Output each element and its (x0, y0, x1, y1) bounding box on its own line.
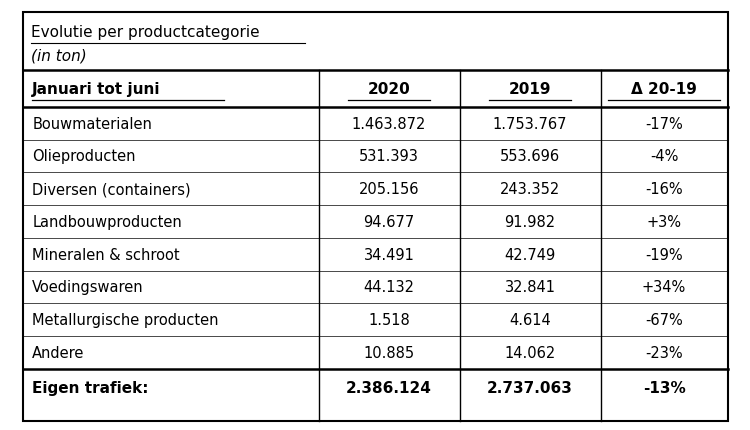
Text: Bouwmaterialen: Bouwmaterialen (32, 117, 152, 131)
Text: 2.386.124: 2.386.124 (346, 380, 432, 395)
Text: +3%: +3% (646, 215, 682, 229)
Text: 44.132: 44.132 (364, 280, 415, 295)
Text: Eigen trafiek:: Eigen trafiek: (32, 380, 148, 395)
Text: 14.062: 14.062 (505, 345, 556, 360)
Text: Evolutie per productcategorie: Evolutie per productcategorie (32, 25, 260, 40)
Text: 243.352: 243.352 (500, 182, 560, 197)
Text: 91.982: 91.982 (505, 215, 556, 229)
Text: -67%: -67% (645, 313, 683, 327)
Text: Andere: Andere (32, 345, 85, 360)
Text: 1.463.872: 1.463.872 (352, 117, 426, 131)
Text: 2.737.063: 2.737.063 (488, 380, 573, 395)
Text: -23%: -23% (645, 345, 682, 360)
Text: -16%: -16% (645, 182, 682, 197)
Text: 553.696: 553.696 (500, 149, 560, 164)
Text: Januari tot juni: Januari tot juni (32, 82, 160, 97)
Text: +34%: +34% (642, 280, 686, 295)
Text: Diversen (containers): Diversen (containers) (32, 182, 191, 197)
Text: 34.491: 34.491 (364, 247, 415, 262)
Text: 94.677: 94.677 (364, 215, 415, 229)
Text: 32.841: 32.841 (505, 280, 556, 295)
Text: 531.393: 531.393 (359, 149, 419, 164)
Text: 1.753.767: 1.753.767 (493, 117, 567, 131)
Text: -13%: -13% (643, 380, 686, 395)
Text: Metallurgische producten: Metallurgische producten (32, 313, 219, 327)
Text: -17%: -17% (645, 117, 683, 131)
Text: Landbouwproducten: Landbouwproducten (32, 215, 182, 229)
Text: 42.749: 42.749 (505, 247, 556, 262)
Text: 2019: 2019 (509, 82, 551, 97)
Text: -4%: -4% (650, 149, 678, 164)
Text: 2020: 2020 (368, 82, 410, 97)
Text: Voedingswaren: Voedingswaren (32, 280, 144, 295)
Text: 1.518: 1.518 (368, 313, 410, 327)
Text: 10.885: 10.885 (364, 345, 415, 360)
Text: Δ 20-19: Δ 20-19 (631, 82, 697, 97)
Text: Mineralen & schroot: Mineralen & schroot (32, 247, 180, 262)
Text: 4.614: 4.614 (509, 313, 551, 327)
Text: -19%: -19% (645, 247, 682, 262)
Text: Olieproducten: Olieproducten (32, 149, 136, 164)
Text: (in ton): (in ton) (32, 48, 87, 63)
Text: 205.156: 205.156 (358, 182, 419, 197)
